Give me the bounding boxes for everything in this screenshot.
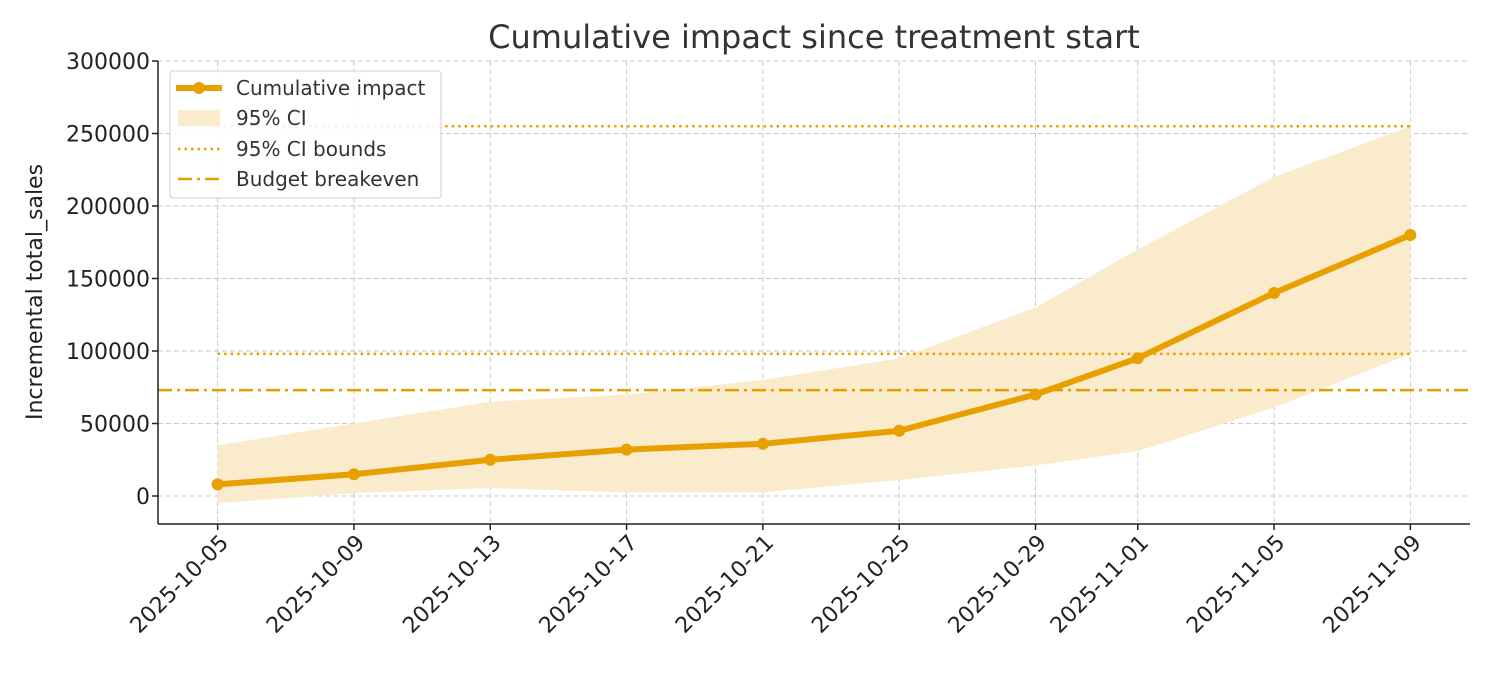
x-tick-label: 2025-11-05 <box>1182 531 1290 639</box>
legend: Cumulative impact 95% CI 95% CI bounds Budg… <box>169 70 442 199</box>
chart-title: Cumulative impact since treatment start <box>488 18 1140 56</box>
series-line <box>217 232 1412 488</box>
legend-label: 95% CI bounds <box>236 137 386 161</box>
data-point <box>620 443 633 456</box>
x-tick-label: 2025-11-09 <box>1319 531 1427 639</box>
legend-swatch-marker <box>193 82 205 94</box>
ci-band <box>217 126 1411 504</box>
data-point <box>1404 229 1417 241</box>
legend-swatch-ci <box>178 110 220 126</box>
legend-label: 95% CI <box>236 106 307 130</box>
x-tick-label: 2025-10-09 <box>262 531 370 639</box>
marks <box>158 125 1470 504</box>
x-tick-label: 2025-10-17 <box>535 531 643 639</box>
x-tick-label: 2025-11-01 <box>1046 531 1154 639</box>
y-tick-label: 150000 <box>66 268 150 293</box>
x-tick-label: 2025-10-21 <box>671 531 779 639</box>
x-tick-label: 2025-10-13 <box>398 531 506 639</box>
y-tick-label: 250000 <box>66 123 150 148</box>
legend-box <box>169 70 442 199</box>
legend-label: Budget breakeven <box>236 167 419 191</box>
data-point <box>211 478 224 491</box>
data-point <box>347 468 360 481</box>
legend-label: Cumulative impact <box>236 76 425 100</box>
data-point <box>893 424 906 437</box>
x-tick-label: 2025-10-25 <box>807 531 915 639</box>
data-point <box>1268 287 1281 299</box>
y-tick-label: 50000 <box>80 413 150 438</box>
data-point <box>1131 352 1144 365</box>
y-tick-label: 0 <box>136 485 150 510</box>
x-tick-label: 2025-10-29 <box>944 531 1052 639</box>
data-point <box>1029 388 1042 401</box>
y-tick-label: 100000 <box>66 340 150 365</box>
data-point <box>484 453 497 466</box>
y-axis-label: Incremental total_sales <box>23 164 48 420</box>
x-tick-label: 2025-10-05 <box>126 531 234 639</box>
y-tick-label: 200000 <box>66 195 150 220</box>
data-point <box>756 437 769 450</box>
y-tick-label: 300000 <box>66 50 150 75</box>
